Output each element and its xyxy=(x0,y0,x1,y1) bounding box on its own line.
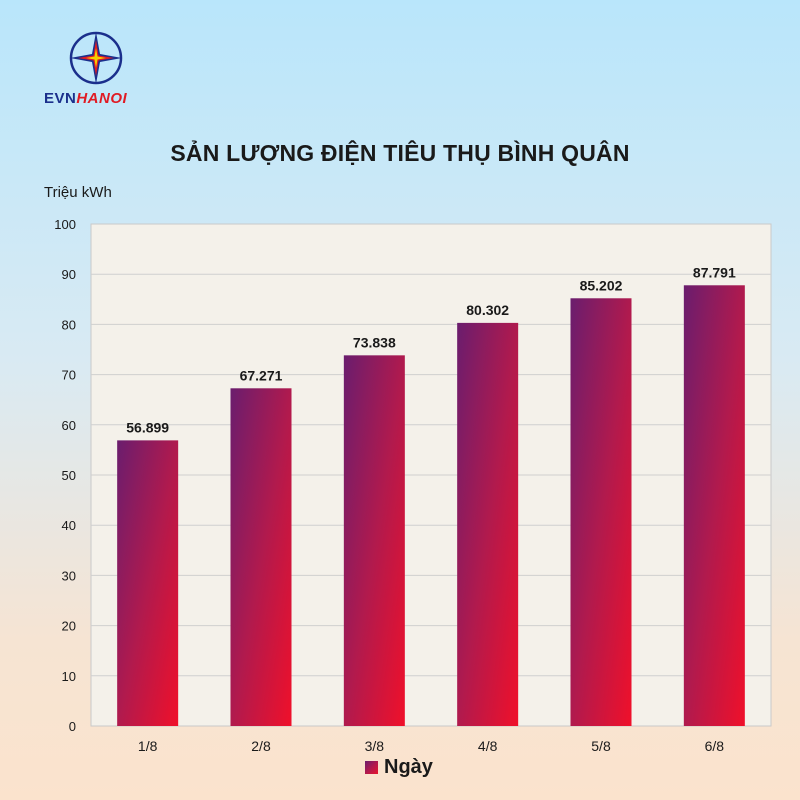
brand-evn: EVN xyxy=(44,90,77,107)
brand-hanoi: HANOI xyxy=(76,90,128,107)
y-tick-label: 10 xyxy=(62,669,76,684)
x-tick-label: 5/8 xyxy=(591,738,611,754)
y-tick-label: 60 xyxy=(62,418,76,433)
y-tick-label: 0 xyxy=(69,719,76,734)
bar xyxy=(457,322,519,726)
y-tick-label: 100 xyxy=(54,217,76,232)
y-tick-label: 80 xyxy=(62,317,76,332)
data-label: 80.302 xyxy=(466,302,509,318)
x-tick-label: 6/8 xyxy=(705,738,725,754)
x-tick-label: 4/8 xyxy=(478,738,498,754)
brand-name: EVNHANOI xyxy=(44,90,127,107)
evn-hanoi-logo: EVNHANOI xyxy=(38,30,158,110)
y-tick-label: 30 xyxy=(62,568,76,583)
y-tick-label: 70 xyxy=(62,368,76,383)
y-tick-label: 90 xyxy=(62,267,76,282)
data-label: 87.791 xyxy=(693,264,736,280)
x-tick-label: 1/8 xyxy=(138,738,158,754)
data-label: 56.899 xyxy=(126,419,169,435)
bar xyxy=(683,285,745,726)
data-label: 73.838 xyxy=(353,334,396,350)
y-axis-label: Triệu kWh xyxy=(44,184,112,201)
y-tick-label: 20 xyxy=(62,619,76,634)
y-tick-label: 40 xyxy=(62,518,76,533)
chart-title: SẢN LƯỢNG ĐIỆN TIÊU THỤ BÌNH QUÂN xyxy=(170,140,630,166)
x-tick-label: 2/8 xyxy=(251,738,271,754)
legend-label: Ngày xyxy=(384,756,433,778)
bar xyxy=(230,388,292,726)
bar xyxy=(343,355,405,726)
evn-star-icon xyxy=(69,31,123,85)
legend: Ngày xyxy=(365,756,433,779)
bar xyxy=(570,298,632,726)
bar xyxy=(117,440,179,726)
x-tick-label: 3/8 xyxy=(365,738,385,754)
y-tick-label: 50 xyxy=(62,468,76,483)
data-label: 67.271 xyxy=(240,367,283,383)
data-label: 85.202 xyxy=(580,277,623,293)
legend-swatch xyxy=(365,761,378,774)
